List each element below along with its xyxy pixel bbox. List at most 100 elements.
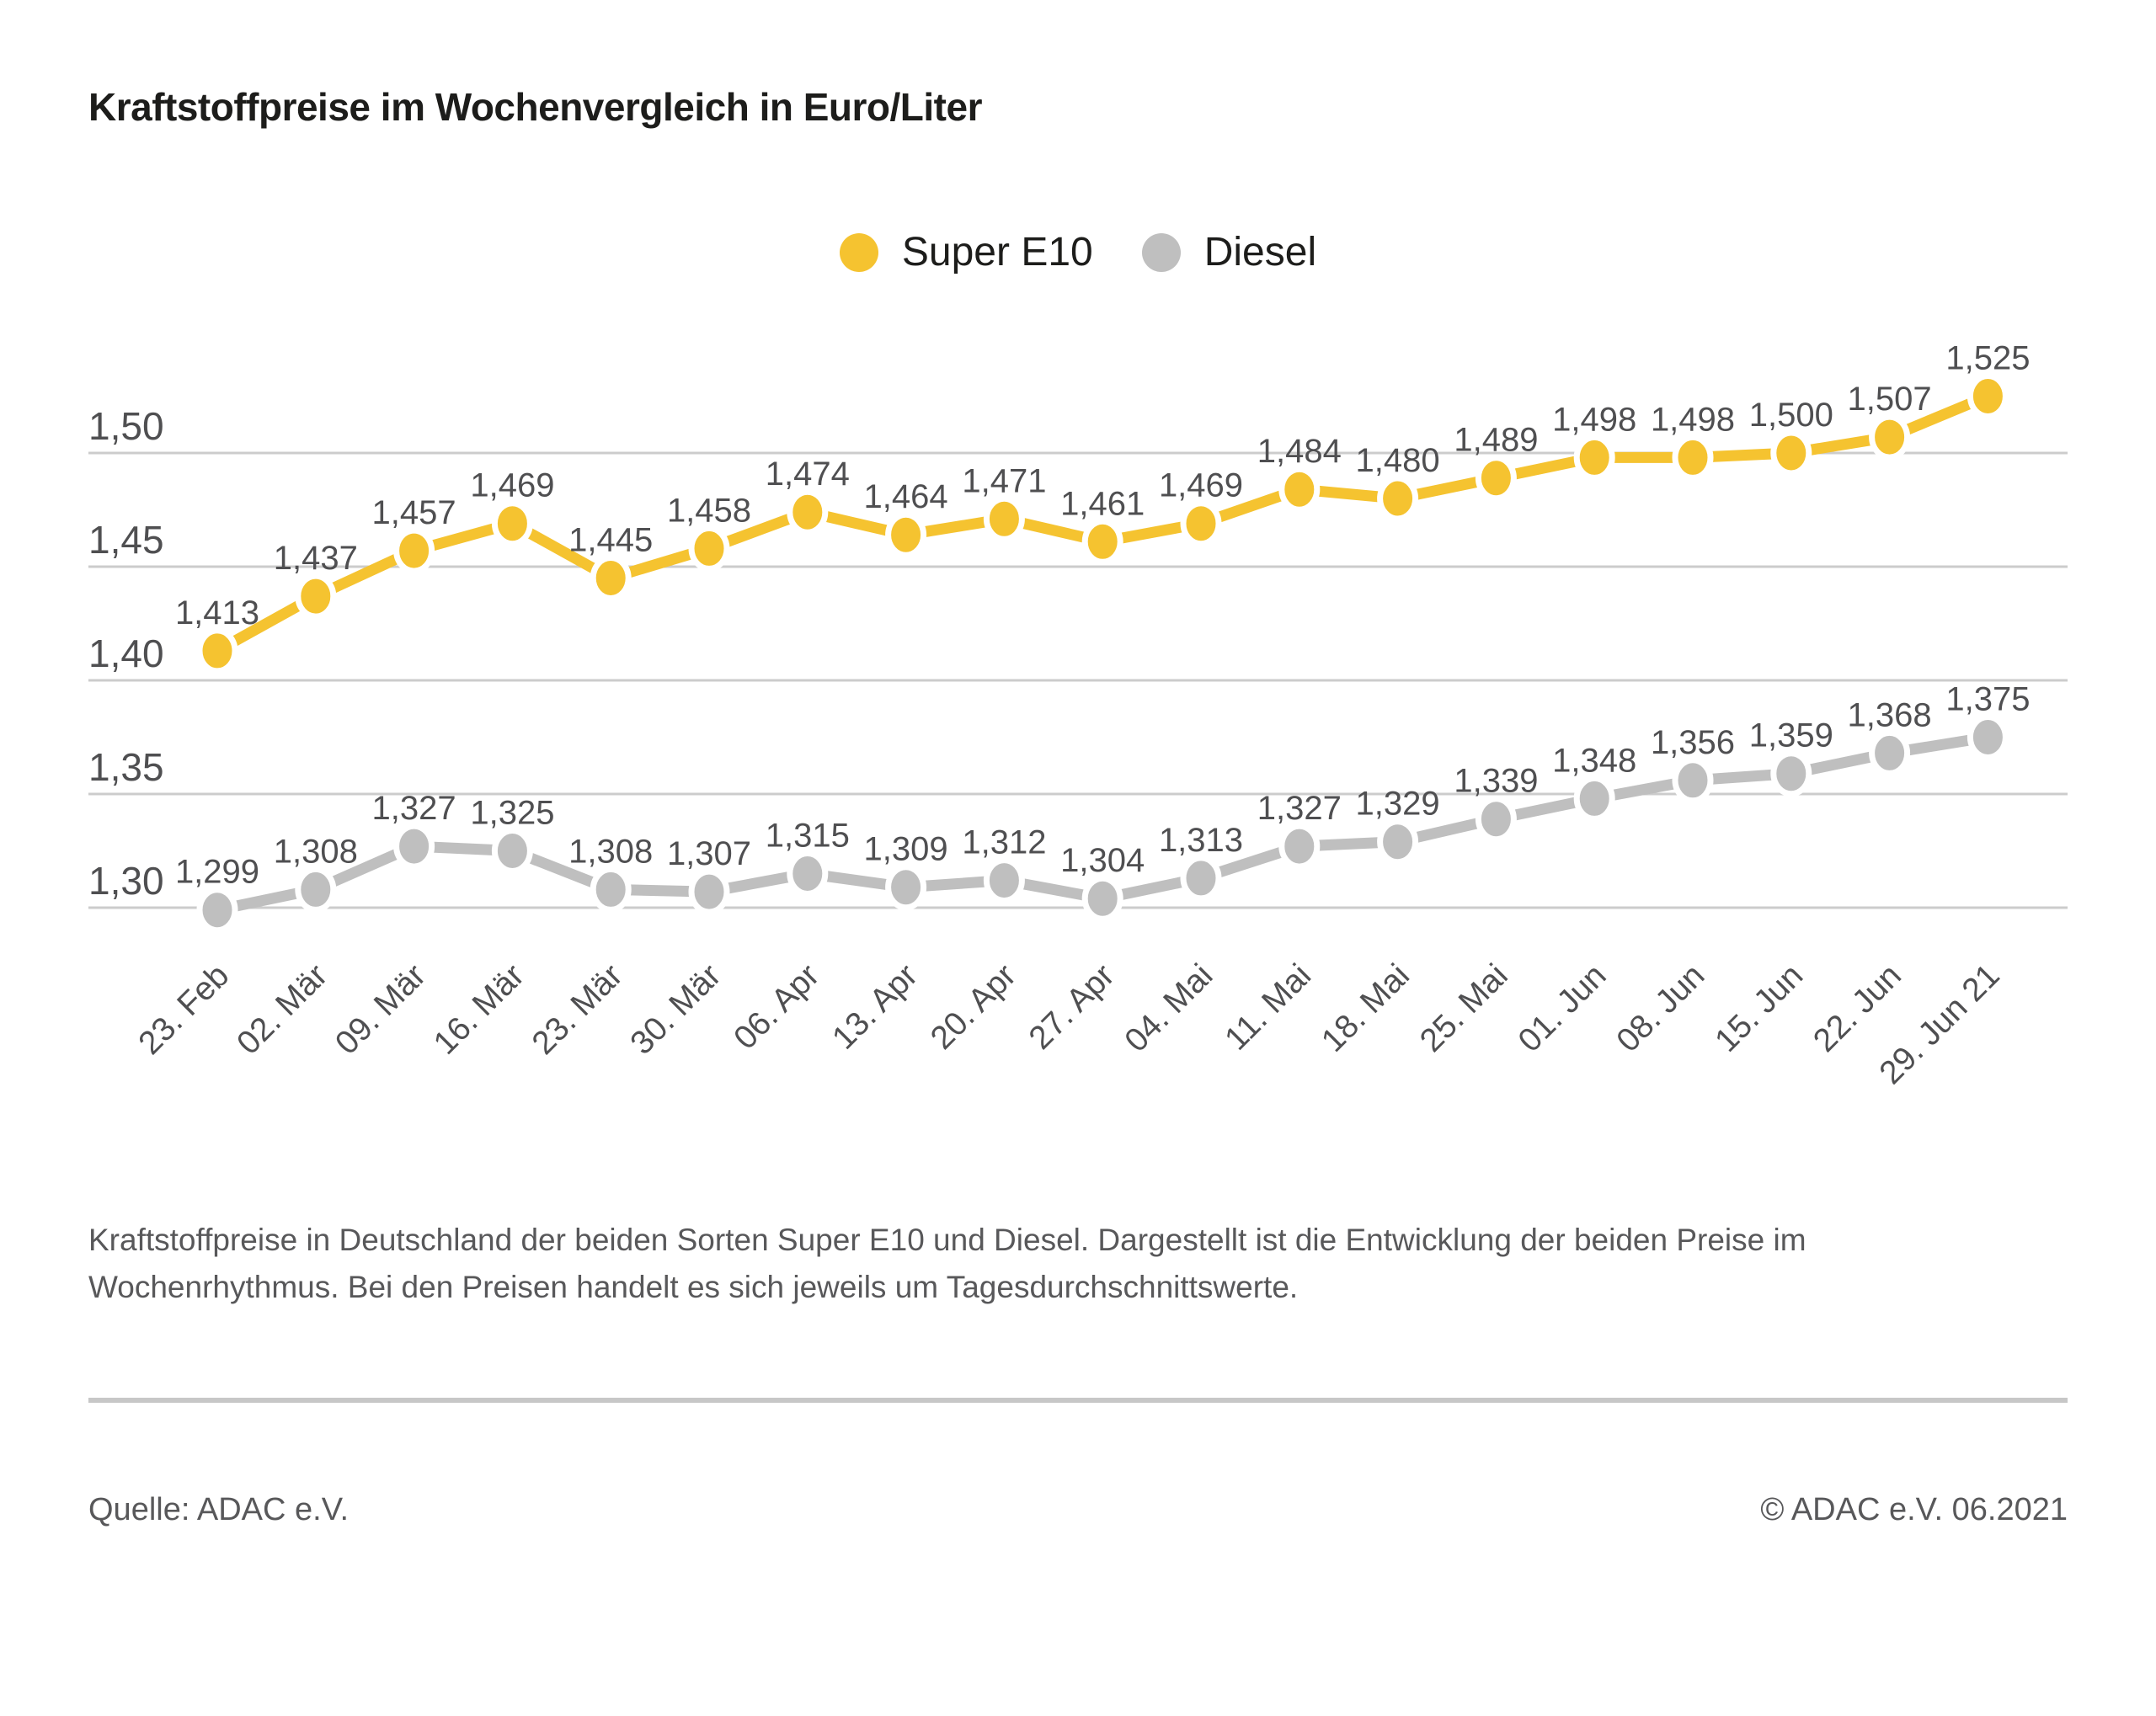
- legend-label-diesel: Diesel: [1203, 230, 1317, 274]
- data-point-label: 1,469: [1159, 467, 1243, 504]
- data-point-label: 1,458: [667, 492, 751, 529]
- x-tick-label: 11. Mai: [1218, 957, 1318, 1058]
- data-point-label: 1,461: [1060, 485, 1145, 522]
- data-point-label: 1,368: [1848, 696, 1932, 733]
- data-point-super-e10: [1475, 455, 1517, 502]
- data-point-diesel: [787, 850, 829, 897]
- data-point-super-e10: [1377, 475, 1419, 522]
- data-point-label: 1,312: [962, 824, 1046, 861]
- data-point-super-e10: [1573, 434, 1615, 481]
- source-text: Quelle: ADAC e.V.: [88, 1492, 350, 1527]
- data-point-super-e10: [295, 573, 337, 620]
- data-point-label: 1,413: [175, 594, 259, 632]
- data-point-label: 1,313: [1159, 822, 1243, 859]
- data-point-label: 1,437: [274, 540, 358, 577]
- data-point-label: 1,325: [470, 795, 554, 832]
- x-tick-label: 01. Jun: [1512, 957, 1614, 1059]
- data-point-super-e10: [1278, 466, 1321, 513]
- y-tick-label: 1,45: [88, 518, 164, 562]
- data-point-label: 1,375: [1945, 681, 2030, 718]
- footer: Quelle: ADAC e.V. © ADAC e.V. 06.2021: [88, 1492, 2068, 1528]
- data-point-super-e10: [1180, 500, 1222, 547]
- data-point-label: 1,457: [372, 494, 456, 531]
- data-point-label: 1,309: [864, 831, 948, 868]
- data-point-diesel: [885, 864, 927, 911]
- x-tick-label: 04. Mai: [1118, 957, 1220, 1059]
- x-tick-label: 02. Mär: [230, 957, 334, 1062]
- data-point-super-e10: [393, 527, 435, 574]
- data-point-diesel: [983, 857, 1025, 904]
- data-point-diesel: [1278, 823, 1321, 870]
- data-point-label: 1,464: [864, 478, 948, 515]
- x-tick-label: 20. Apr: [924, 957, 1023, 1057]
- data-point-diesel: [590, 866, 632, 913]
- data-point-label: 1,304: [1060, 842, 1145, 879]
- x-tick-label: 23. Feb: [131, 957, 236, 1062]
- data-point-label: 1,329: [1356, 786, 1440, 823]
- data-point-label: 1,315: [766, 818, 850, 855]
- x-tick-label: 06. Apr: [727, 957, 826, 1057]
- data-point-label: 1,339: [1454, 763, 1538, 800]
- data-point-diesel: [1672, 757, 1714, 804]
- data-point-label: 1,484: [1257, 433, 1342, 470]
- data-point-diesel: [1475, 796, 1517, 843]
- data-point-label: 1,308: [568, 833, 653, 870]
- legend-dot-super-e10-icon: [839, 232, 878, 272]
- data-point-label: 1,500: [1749, 397, 1833, 434]
- data-point-label: 1,525: [1945, 340, 2030, 377]
- data-point-label: 1,299: [175, 854, 259, 891]
- data-point-super-e10: [590, 555, 632, 601]
- data-point-diesel: [688, 868, 730, 915]
- data-point-diesel: [1967, 714, 2009, 760]
- legend-item-diesel: Diesel: [1141, 229, 1317, 275]
- chart-legend: Super E10 Diesel: [0, 229, 2156, 275]
- data-point-label: 1,498: [1651, 401, 1735, 438]
- data-point-diesel: [393, 823, 435, 870]
- x-tick-label: 30. Mär: [623, 957, 728, 1062]
- y-tick-label: 1,40: [88, 632, 164, 675]
- data-point-label: 1,480: [1356, 442, 1440, 479]
- data-point-super-e10: [1081, 518, 1123, 565]
- data-point-super-e10: [1672, 434, 1714, 481]
- data-point-super-e10: [983, 495, 1025, 542]
- x-tick-label: 25. Mai: [1413, 957, 1515, 1059]
- x-tick-label: 18. Mai: [1315, 957, 1417, 1059]
- data-point-label: 1,308: [274, 833, 358, 870]
- data-point-diesel: [295, 866, 337, 913]
- data-point-label: 1,359: [1749, 717, 1833, 754]
- data-point-label: 1,474: [766, 456, 850, 493]
- divider: [88, 1398, 2068, 1403]
- y-tick-label: 1,30: [88, 859, 164, 903]
- data-point-label: 1,327: [372, 790, 456, 827]
- x-tick-label: 13. Apr: [825, 957, 925, 1057]
- data-point-super-e10: [1869, 413, 1911, 461]
- data-point-diesel: [196, 887, 238, 934]
- data-point-label: 1,307: [667, 835, 751, 872]
- data-point-super-e10: [491, 500, 533, 547]
- x-tick-label: 09. Mär: [328, 957, 433, 1062]
- data-point-diesel: [1573, 775, 1615, 822]
- data-point-super-e10: [885, 511, 927, 558]
- data-point-super-e10: [196, 627, 238, 674]
- data-point-label: 1,471: [962, 462, 1046, 499]
- data-point-diesel: [1770, 750, 1812, 797]
- data-point-label: 1,507: [1848, 381, 1932, 418]
- chart-description: Kraftstoffpreise in Deutschland der beid…: [88, 1223, 1806, 1304]
- data-point-diesel: [491, 828, 533, 874]
- data-point-super-e10: [787, 488, 829, 536]
- legend-dot-diesel-icon: [1141, 232, 1181, 272]
- data-point-diesel: [1180, 855, 1222, 902]
- data-point-label: 1,489: [1454, 422, 1538, 459]
- data-point-label: 1,498: [1552, 401, 1636, 438]
- data-point-diesel: [1377, 818, 1419, 866]
- y-tick-label: 1,35: [88, 745, 164, 789]
- data-point-label: 1,348: [1552, 742, 1636, 779]
- page-title: Kraftstoffpreise im Wochenvergleich in E…: [88, 85, 982, 129]
- data-point-diesel: [1081, 875, 1123, 922]
- copyright-text: © ADAC e.V. 06.2021: [1760, 1492, 2068, 1527]
- y-tick-label: 1,50: [88, 404, 164, 448]
- x-tick-label: 23. Mär: [526, 957, 630, 1062]
- data-point-super-e10: [688, 525, 730, 572]
